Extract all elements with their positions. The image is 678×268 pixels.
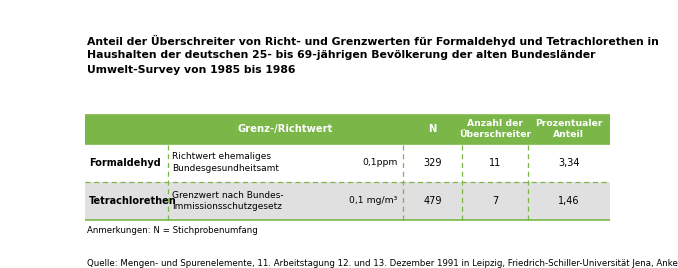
Bar <box>85 182 610 220</box>
Text: Formaldehyd: Formaldehyd <box>89 158 161 168</box>
Text: Anteil der Überschreiter von Richt- und Grenzwerten für Formaldehyd und Tetrachl: Anteil der Überschreiter von Richt- und … <box>87 35 659 47</box>
Text: 7: 7 <box>492 196 498 206</box>
Text: Prozentualer
Anteil: Prozentualer Anteil <box>535 120 603 139</box>
Text: Grenzwert nach Bundes-
Immissionsschutzgesetz: Grenzwert nach Bundes- Immissionsschutzg… <box>172 191 283 211</box>
Bar <box>85 115 610 144</box>
Text: N: N <box>428 124 437 134</box>
Bar <box>85 144 610 182</box>
Text: Richtwert ehemaliges
Bundesgesundheitsamt: Richtwert ehemaliges Bundesgesundheitsam… <box>172 152 279 173</box>
Text: 0,1ppm: 0,1ppm <box>362 158 397 167</box>
Text: Tetrachlorethen: Tetrachlorethen <box>89 196 177 206</box>
Text: Anmerkungen: N = Stichprobenumfang: Anmerkungen: N = Stichprobenumfang <box>87 226 258 235</box>
Text: Umwelt-Survey von 1985 bis 1986: Umwelt-Survey von 1985 bis 1986 <box>87 65 296 75</box>
Text: Quelle: Mengen- und Spurenelemente, 11. Arbeitstagung 12. und 13. Dezember 1991 : Quelle: Mengen- und Spurenelemente, 11. … <box>87 259 678 268</box>
Text: 0,1 mg/m³: 0,1 mg/m³ <box>349 196 397 205</box>
Text: Anzahl der
Überschreiter: Anzahl der Überschreiter <box>459 120 531 139</box>
Text: Grenz-/Richtwert: Grenz-/Richtwert <box>237 124 333 134</box>
Text: Haushalten der deutschen 25- bis 69-jährigen Bevölkerung der alten Bundesländer: Haushalten der deutschen 25- bis 69-jähr… <box>87 50 596 60</box>
Text: 479: 479 <box>423 196 441 206</box>
Text: 329: 329 <box>423 158 441 168</box>
Text: 11: 11 <box>489 158 501 168</box>
Text: 1,46: 1,46 <box>558 196 580 206</box>
Text: 3,34: 3,34 <box>558 158 580 168</box>
